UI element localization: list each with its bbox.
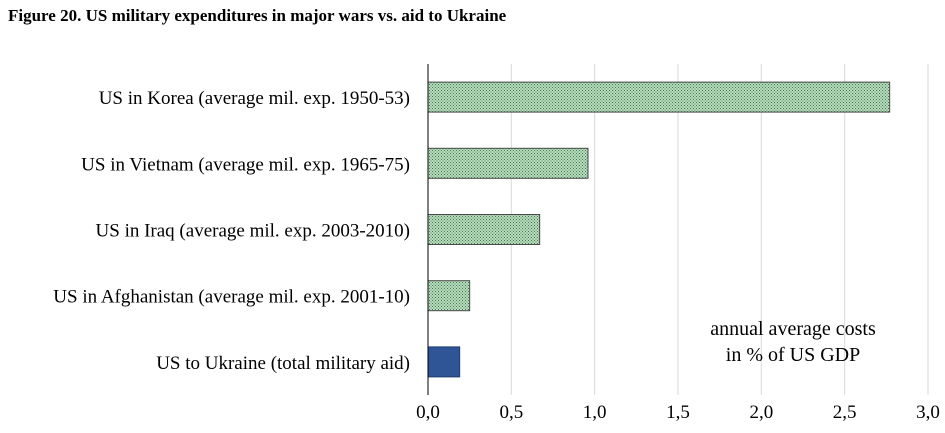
- x-tick-label: 1,0: [583, 402, 607, 423]
- chart-title: Figure 20. US military expenditures in m…: [8, 6, 507, 25]
- bars: [427, 81, 891, 378]
- annotation-line-1: annual average costs: [710, 318, 876, 340]
- category-label: US in Korea (average mil. exp. 1950-53): [99, 88, 410, 109]
- units-annotation: annual average costs in % of US GDP: [668, 316, 918, 368]
- category-label: US to Ukraine (total military aid): [156, 353, 410, 374]
- x-tick-label: 1,5: [666, 402, 690, 423]
- x-tick-label: 2,5: [833, 402, 857, 423]
- bar: [427, 214, 541, 245]
- category-label: US in Vietnam (average mil. exp. 1965-75…: [81, 154, 410, 175]
- x-tick-labels: 0,0 0,5 1,0 1,5 2,0 2,5 3,0: [416, 402, 940, 423]
- x-tick-label: 0,5: [499, 402, 523, 423]
- bar: [427, 147, 589, 179]
- x-tick-label: 2,0: [749, 402, 773, 423]
- x-tick-label: 3,0: [916, 402, 940, 423]
- category-label: US in Afghanistan (average mil. exp. 200…: [53, 287, 410, 308]
- bar: [427, 81, 891, 113]
- annotation-line-2: in % of US GDP: [725, 344, 861, 366]
- bar: [427, 346, 461, 378]
- category-labels: US in Korea (average mil. exp. 1950-53) U…: [53, 88, 410, 374]
- category-label: US in Iraq (average mil. exp. 2003-2010): [96, 221, 410, 242]
- x-tick-label: 0,0: [416, 402, 440, 423]
- bar: [427, 280, 471, 312]
